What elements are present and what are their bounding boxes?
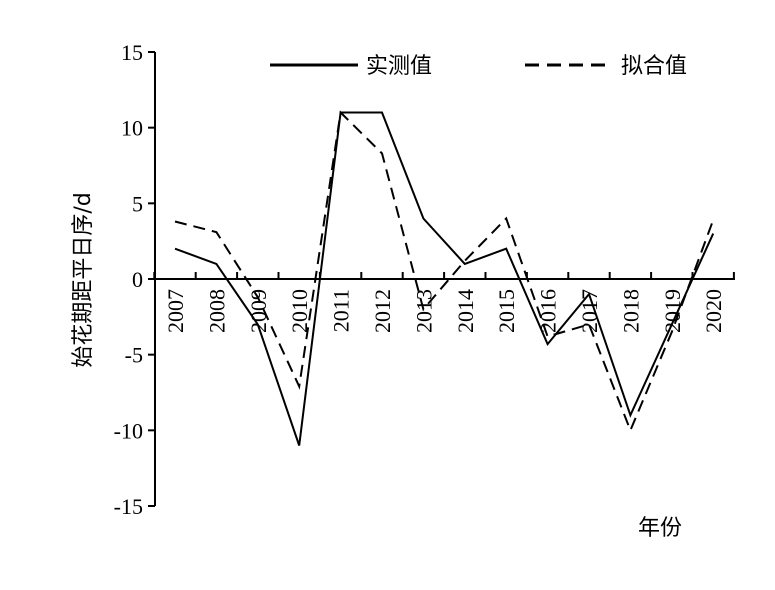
x-tick-label: 2018 (618, 289, 643, 333)
x-tick-label: 2013 (411, 289, 436, 333)
y-axis-title: 始花期距平日序/d (71, 192, 96, 367)
x-axis-title: 年份 (638, 516, 682, 541)
y-tick-label: -15 (114, 494, 143, 519)
legend-label: 实测值 (366, 54, 432, 79)
x-tick-label: 2010 (287, 289, 312, 333)
y-tick-label: 5 (132, 191, 143, 216)
y-tick-label: 0 (132, 267, 143, 292)
series-line-fitted (174, 110, 715, 433)
series-layer (174, 110, 715, 446)
x-tick-label: 2007 (163, 289, 188, 333)
series-line-observed (174, 111, 715, 446)
legend-label: 拟合值 (621, 54, 687, 79)
y-tick-label: 10 (121, 116, 143, 141)
x-tick-label: 2020 (701, 289, 726, 333)
x-tick-label: 2015 (494, 289, 519, 333)
x-tick-label: 2014 (453, 289, 478, 333)
x-tick-label: 2012 (370, 289, 395, 333)
x-tick-label: 2019 (660, 289, 685, 333)
x-tick-label: 2011 (329, 289, 354, 332)
y-tick-label: -5 (125, 343, 143, 368)
y-tick-label: 15 (121, 40, 143, 65)
x-tick-label: 2008 (204, 289, 229, 333)
legend: 实测值 拟合值 (270, 54, 687, 79)
y-tick-label: -10 (114, 418, 143, 443)
